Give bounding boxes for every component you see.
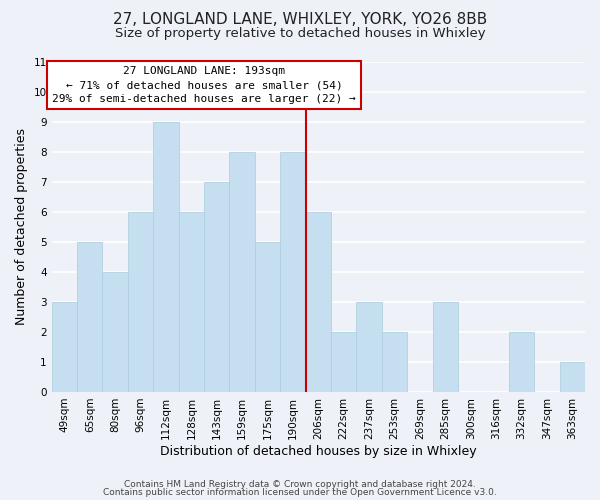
Bar	[560, 362, 585, 392]
Bar	[204, 182, 229, 392]
Bar	[52, 302, 77, 392]
Bar	[305, 212, 331, 392]
Text: Size of property relative to detached houses in Whixley: Size of property relative to detached ho…	[115, 28, 485, 40]
Bar	[77, 242, 103, 392]
Bar	[255, 242, 280, 392]
Text: Contains public sector information licensed under the Open Government Licence v3: Contains public sector information licen…	[103, 488, 497, 497]
Bar	[331, 332, 356, 392]
Bar	[382, 332, 407, 392]
Bar	[229, 152, 255, 392]
Bar	[153, 122, 179, 392]
Bar	[179, 212, 204, 392]
Text: Contains HM Land Registry data © Crown copyright and database right 2024.: Contains HM Land Registry data © Crown c…	[124, 480, 476, 489]
Bar	[128, 212, 153, 392]
Bar	[509, 332, 534, 392]
Text: 27 LONGLAND LANE: 193sqm
← 71% of detached houses are smaller (54)
29% of semi-d: 27 LONGLAND LANE: 193sqm ← 71% of detach…	[52, 66, 356, 104]
Text: 27, LONGLAND LANE, WHIXLEY, YORK, YO26 8BB: 27, LONGLAND LANE, WHIXLEY, YORK, YO26 8…	[113, 12, 487, 28]
Bar	[433, 302, 458, 392]
X-axis label: Distribution of detached houses by size in Whixley: Distribution of detached houses by size …	[160, 444, 476, 458]
Y-axis label: Number of detached properties: Number of detached properties	[15, 128, 28, 325]
Bar	[356, 302, 382, 392]
Bar	[280, 152, 305, 392]
Bar	[103, 272, 128, 392]
